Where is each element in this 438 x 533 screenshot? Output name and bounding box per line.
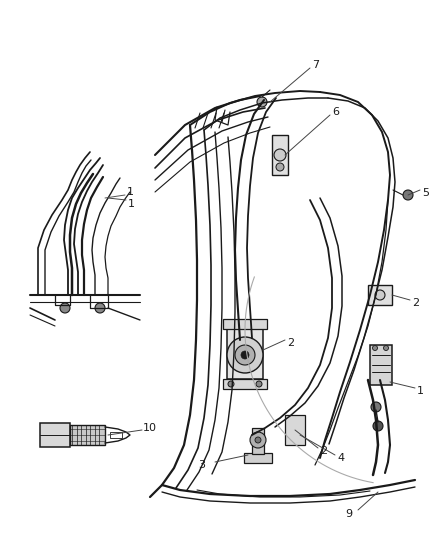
Circle shape	[375, 290, 385, 300]
Text: 1: 1	[127, 187, 134, 197]
Text: 7: 7	[312, 60, 319, 70]
Circle shape	[95, 303, 105, 313]
Bar	[223, 379, 267, 389]
Bar	[223, 319, 267, 329]
Circle shape	[60, 303, 70, 313]
Circle shape	[373, 421, 383, 431]
Circle shape	[227, 337, 263, 373]
Text: 4: 4	[337, 453, 344, 463]
Circle shape	[384, 345, 389, 351]
Circle shape	[235, 345, 255, 365]
Bar	[368, 285, 392, 305]
Circle shape	[250, 432, 266, 448]
Circle shape	[255, 437, 261, 443]
Text: 9: 9	[345, 509, 352, 519]
Bar	[370, 345, 392, 385]
Circle shape	[372, 345, 378, 351]
Circle shape	[371, 402, 381, 412]
Text: 3: 3	[198, 460, 205, 470]
Bar	[252, 428, 264, 454]
Circle shape	[241, 351, 249, 359]
Text: 2: 2	[287, 338, 294, 348]
Bar	[110, 432, 122, 438]
Bar	[40, 423, 70, 447]
Circle shape	[276, 163, 284, 171]
Text: 2: 2	[320, 446, 327, 456]
Bar	[244, 453, 272, 463]
Text: 1: 1	[417, 386, 424, 396]
Circle shape	[403, 190, 413, 200]
Bar	[285, 415, 305, 445]
Text: 6: 6	[332, 107, 339, 117]
Bar	[70, 425, 105, 445]
Circle shape	[274, 149, 286, 161]
Text: 5: 5	[422, 188, 429, 198]
Text: 2: 2	[412, 298, 419, 308]
Circle shape	[228, 381, 234, 387]
Circle shape	[257, 97, 267, 107]
Text: 10: 10	[143, 423, 157, 433]
Circle shape	[256, 381, 262, 387]
Bar	[227, 327, 263, 379]
Bar	[272, 135, 288, 175]
Text: 1: 1	[128, 199, 135, 209]
